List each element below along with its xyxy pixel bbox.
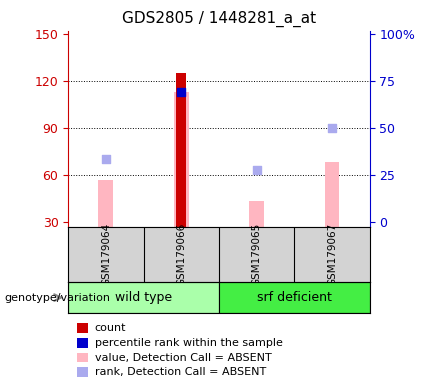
Point xyxy=(178,89,185,95)
Bar xyxy=(249,202,264,227)
Bar xyxy=(176,73,186,227)
Bar xyxy=(219,282,370,313)
Text: count: count xyxy=(95,323,126,333)
Text: GSM179066: GSM179066 xyxy=(176,223,186,286)
Text: wild type: wild type xyxy=(115,291,172,304)
Point xyxy=(253,167,260,173)
Bar xyxy=(99,180,113,227)
Text: GSM179064: GSM179064 xyxy=(101,223,111,286)
Text: srf deficient: srf deficient xyxy=(257,291,332,304)
Bar xyxy=(77,353,88,362)
Point xyxy=(103,156,110,162)
Bar xyxy=(77,323,88,333)
Text: percentile rank within the sample: percentile rank within the sample xyxy=(95,338,282,348)
Text: GSM179065: GSM179065 xyxy=(252,223,261,286)
Text: genotype/variation: genotype/variation xyxy=(4,293,110,303)
Bar xyxy=(325,162,339,227)
Bar xyxy=(68,282,219,313)
Bar xyxy=(77,338,88,348)
Bar xyxy=(77,367,88,377)
Text: value, Detection Call = ABSENT: value, Detection Call = ABSENT xyxy=(95,353,271,362)
Title: GDS2805 / 1448281_a_at: GDS2805 / 1448281_a_at xyxy=(122,10,316,26)
Point xyxy=(328,125,335,131)
Bar xyxy=(174,92,189,227)
Text: GSM179067: GSM179067 xyxy=(327,223,337,286)
Text: rank, Detection Call = ABSENT: rank, Detection Call = ABSENT xyxy=(95,367,266,377)
